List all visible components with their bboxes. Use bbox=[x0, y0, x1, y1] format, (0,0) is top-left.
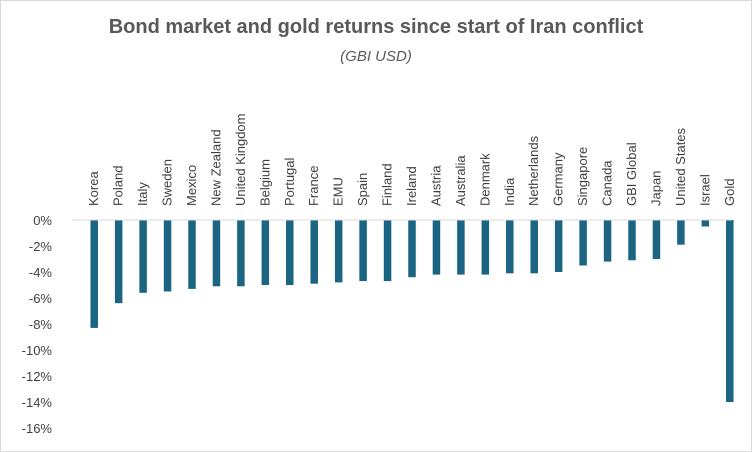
bar-sweden bbox=[163, 220, 172, 292]
bar-singapore bbox=[579, 220, 587, 266]
y-tick-label: -10% bbox=[22, 343, 53, 358]
bar-australia bbox=[457, 220, 465, 275]
bar-new-zealand bbox=[212, 220, 221, 287]
bar-poland bbox=[114, 220, 123, 304]
y-tick-label: 0% bbox=[33, 213, 52, 228]
bar-korea bbox=[90, 220, 98, 328]
category-label: EMU bbox=[331, 177, 346, 206]
category-label: United Kingdom bbox=[233, 114, 248, 207]
bar-italy bbox=[139, 220, 147, 293]
y-tick-label: -6% bbox=[29, 291, 53, 306]
bar-mexico bbox=[188, 220, 196, 289]
chart-title: Bond market and gold returns since start… bbox=[108, 16, 644, 38]
bar-belgium bbox=[261, 220, 270, 285]
bar-france bbox=[310, 220, 318, 284]
category-label: Spain bbox=[355, 173, 370, 206]
category-label: Italy bbox=[135, 182, 150, 206]
chart-subtitle: (GBI USD) bbox=[340, 48, 412, 65]
bar-gbi-global bbox=[628, 220, 636, 261]
bar-austria bbox=[432, 220, 441, 275]
y-tick-label: -8% bbox=[29, 317, 53, 332]
category-label: Ireland bbox=[404, 166, 419, 206]
category-label: Singapore bbox=[575, 147, 590, 206]
y-tick-label: -4% bbox=[29, 265, 53, 280]
category-label: India bbox=[502, 177, 517, 206]
bar-portugal bbox=[286, 220, 294, 285]
y-tick-label: -16% bbox=[22, 421, 53, 436]
y-tick-label: -2% bbox=[29, 239, 53, 254]
category-label: Denmark bbox=[477, 153, 492, 206]
category-label: Netherlands bbox=[526, 135, 541, 206]
bar-japan bbox=[652, 220, 661, 259]
bar-gold bbox=[726, 220, 734, 402]
bar-finland bbox=[383, 220, 392, 282]
category-label: France bbox=[306, 166, 321, 206]
y-axis-labels: 0% -2% -4% -6% -8% -10% -12% -14% -16% bbox=[22, 213, 53, 436]
category-label: Austria bbox=[428, 165, 443, 206]
category-label: Australia bbox=[453, 155, 468, 206]
bar-ireland bbox=[408, 220, 416, 278]
bar-spain bbox=[359, 220, 367, 282]
bar-united-kingdom bbox=[237, 220, 245, 287]
category-label: Israel bbox=[697, 174, 712, 206]
bar-denmark bbox=[481, 220, 490, 275]
category-label: Poland bbox=[111, 166, 126, 206]
category-label: Mexico bbox=[184, 165, 199, 206]
category-label: United States bbox=[673, 127, 688, 206]
bar-israel bbox=[701, 220, 710, 227]
bar-emu bbox=[334, 220, 343, 283]
category-label: Canada bbox=[600, 160, 615, 206]
category-labels: Korea Poland Italy Sweden Mexico New Zealand U… bbox=[86, 114, 737, 207]
bar-canada bbox=[603, 220, 612, 262]
bar-india bbox=[506, 220, 514, 274]
y-tick-label: -12% bbox=[22, 369, 53, 384]
bar-germany bbox=[554, 220, 563, 272]
y-tick-label: -14% bbox=[22, 395, 53, 410]
bars-group bbox=[90, 220, 734, 402]
bar-netherlands bbox=[530, 220, 538, 274]
category-label: Portugal bbox=[282, 157, 297, 206]
category-label: New Zealand bbox=[208, 129, 223, 206]
category-label: GBI Global bbox=[624, 142, 639, 206]
category-label: Finland bbox=[380, 163, 395, 206]
category-label: Korea bbox=[86, 171, 101, 206]
category-label: Gold bbox=[722, 179, 737, 206]
category-label: Germany bbox=[551, 152, 566, 206]
category-label: Belgium bbox=[257, 159, 272, 206]
category-label: Sweden bbox=[160, 159, 175, 206]
bar-united-states bbox=[677, 220, 685, 245]
category-label: Japan bbox=[648, 171, 663, 206]
